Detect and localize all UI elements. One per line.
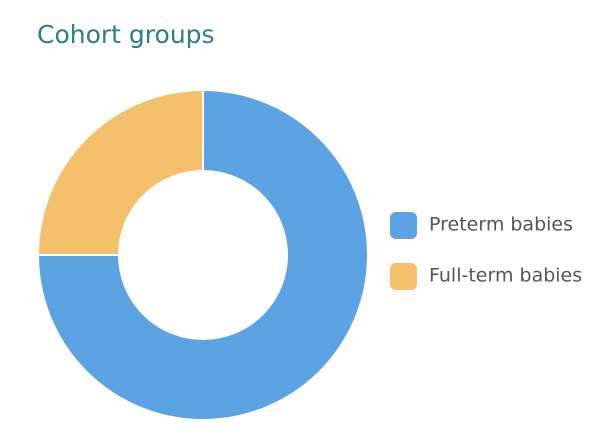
- legend-swatch: [390, 212, 417, 239]
- legend-label: Preterm babies: [429, 214, 573, 236]
- slice: [36, 88, 204, 256]
- legend-label: Full-term babies: [429, 265, 582, 287]
- legend-swatch: [390, 263, 417, 290]
- slice: [36, 88, 369, 421]
- chart-title: Cohort groups: [37, 20, 215, 49]
